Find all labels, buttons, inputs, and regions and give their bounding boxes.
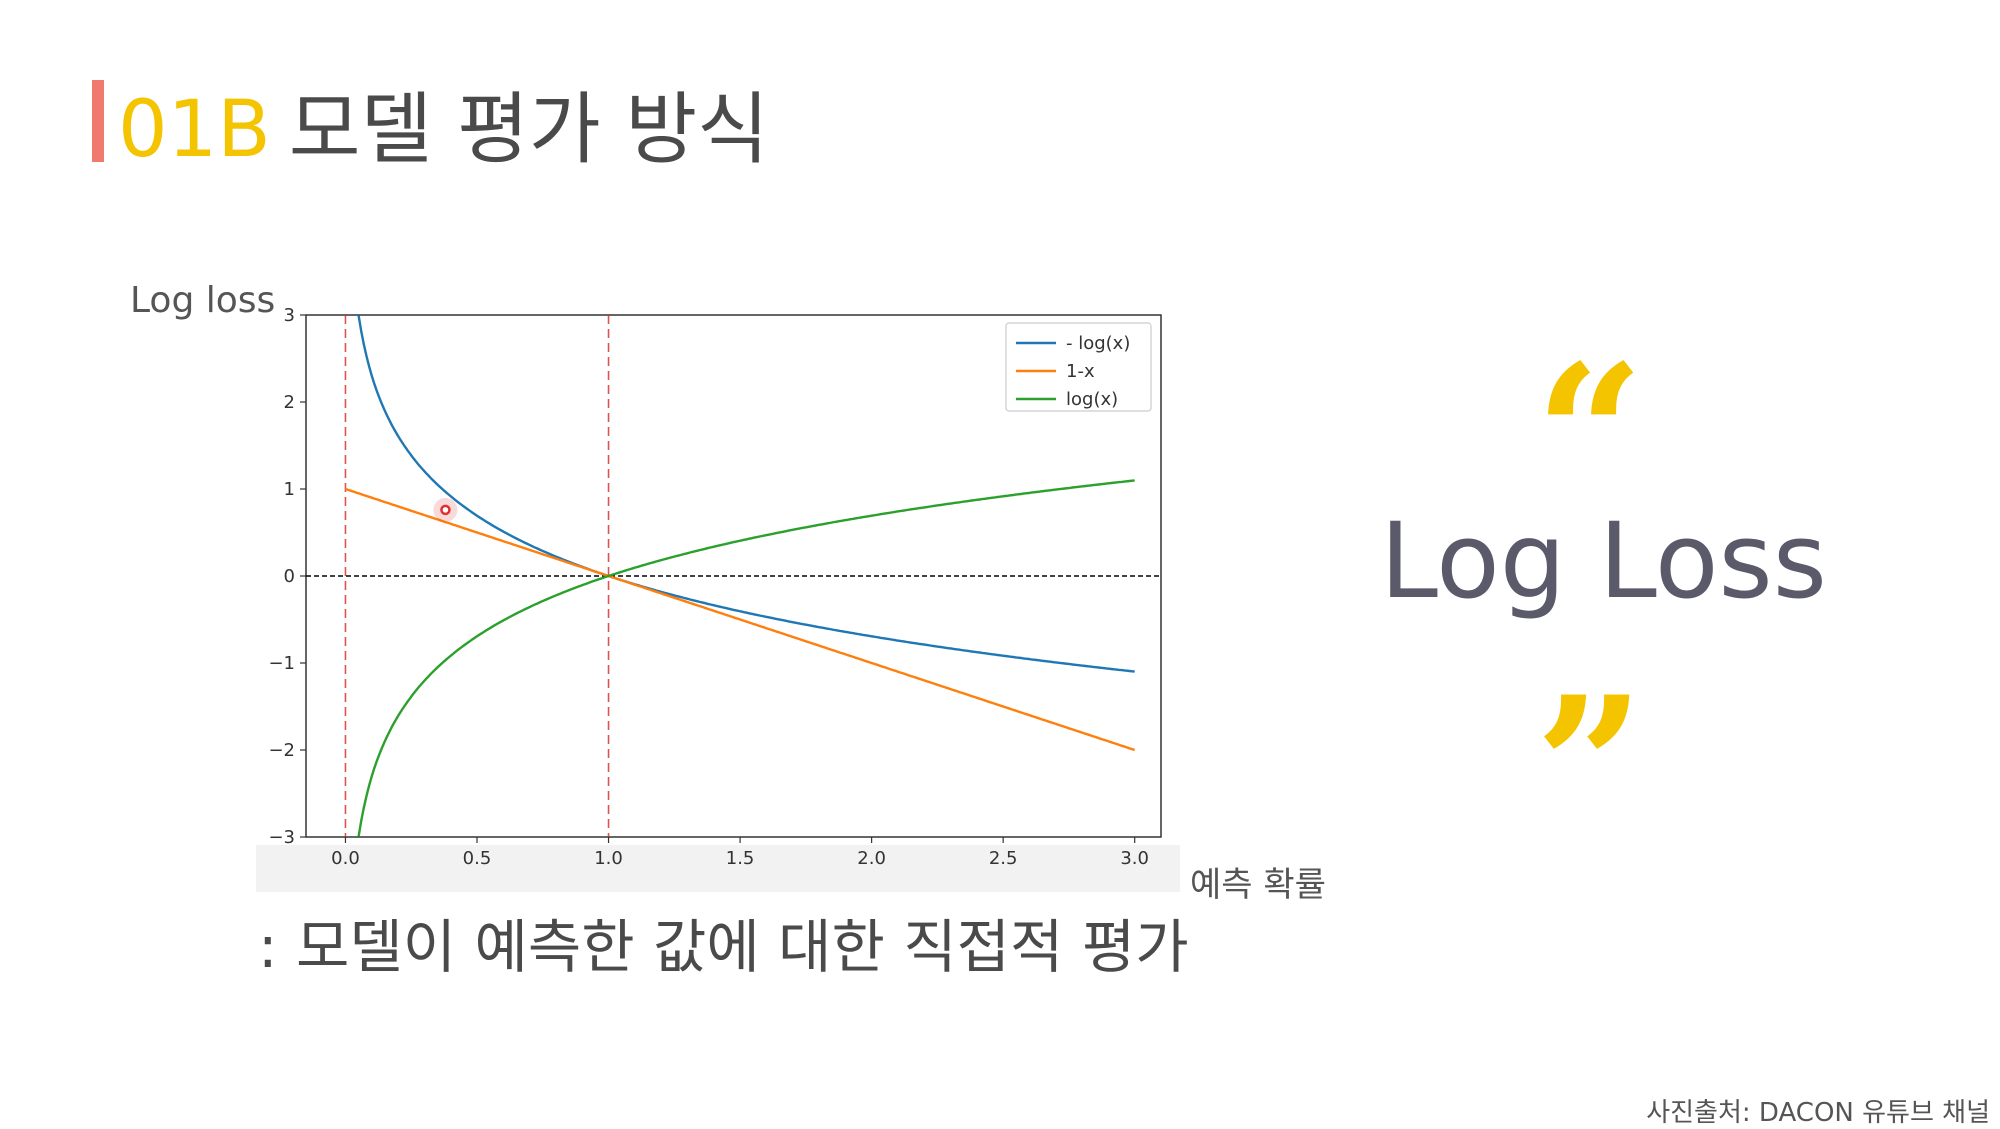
log-loss-chart: 0.0 0.5 1.0 1.5 2.0 2.5 3.0 3 2 1 0 −1 −2 −3 - log(x) 1… (256, 303, 1180, 892)
y-tick-label: −1 (268, 653, 295, 674)
log-loss-heading: Log Loss (1380, 500, 1827, 622)
caption: : 모델이 예측한 값에 대한 직접적 평가 (258, 913, 1189, 981)
y-tick-label: 3 (284, 305, 295, 326)
y-tick-label: 1 (284, 479, 295, 500)
chart-svg: 0.0 0.5 1.0 1.5 2.0 2.5 3.0 3 2 1 0 −1 −2 −3 - log(x) 1… (256, 305, 1180, 892)
section-code: 01B (118, 85, 271, 175)
y-tick-label: 2 (284, 392, 295, 413)
tick-band (256, 845, 1180, 892)
series-line (357, 315, 1135, 673)
x-tick-label: 1.5 (726, 848, 755, 869)
legend-box (1005, 322, 1152, 412)
x-tick-label: 0.0 (331, 848, 360, 869)
open-quote-mark: “ (1535, 323, 1645, 546)
chart-x-label: 예측 확률 (1190, 865, 1326, 905)
page-title: 01B 모델 평가 방식 (118, 84, 769, 176)
highlight-point (440, 504, 451, 516)
series-line (345, 487, 1136, 752)
series-line (357, 479, 1135, 837)
close-quote-mark: ” (1535, 655, 1645, 878)
y-tick-label: −3 (268, 827, 295, 848)
section-title: 모델 평가 방식 (288, 85, 769, 175)
image-source: 사진출처: DACON 유튜브 채널 (1646, 1098, 1990, 1128)
legend-label: log(x) (1066, 389, 1118, 410)
y-tick-label: −2 (268, 740, 295, 761)
title-accent-bar (92, 80, 104, 162)
y-tick-label: 0 (284, 566, 295, 587)
legend-label: 1-x (1066, 361, 1095, 382)
x-tick-label: 2.5 (989, 848, 1018, 869)
x-tick-label: 2.0 (857, 848, 886, 869)
x-tick-label: 1.0 (594, 848, 623, 869)
x-tick-label: 0.5 (463, 848, 492, 869)
x-tick-label: 3.0 (1120, 848, 1149, 869)
chart-y-label: Log loss (130, 280, 276, 321)
legend-label: - log(x) (1066, 333, 1130, 354)
